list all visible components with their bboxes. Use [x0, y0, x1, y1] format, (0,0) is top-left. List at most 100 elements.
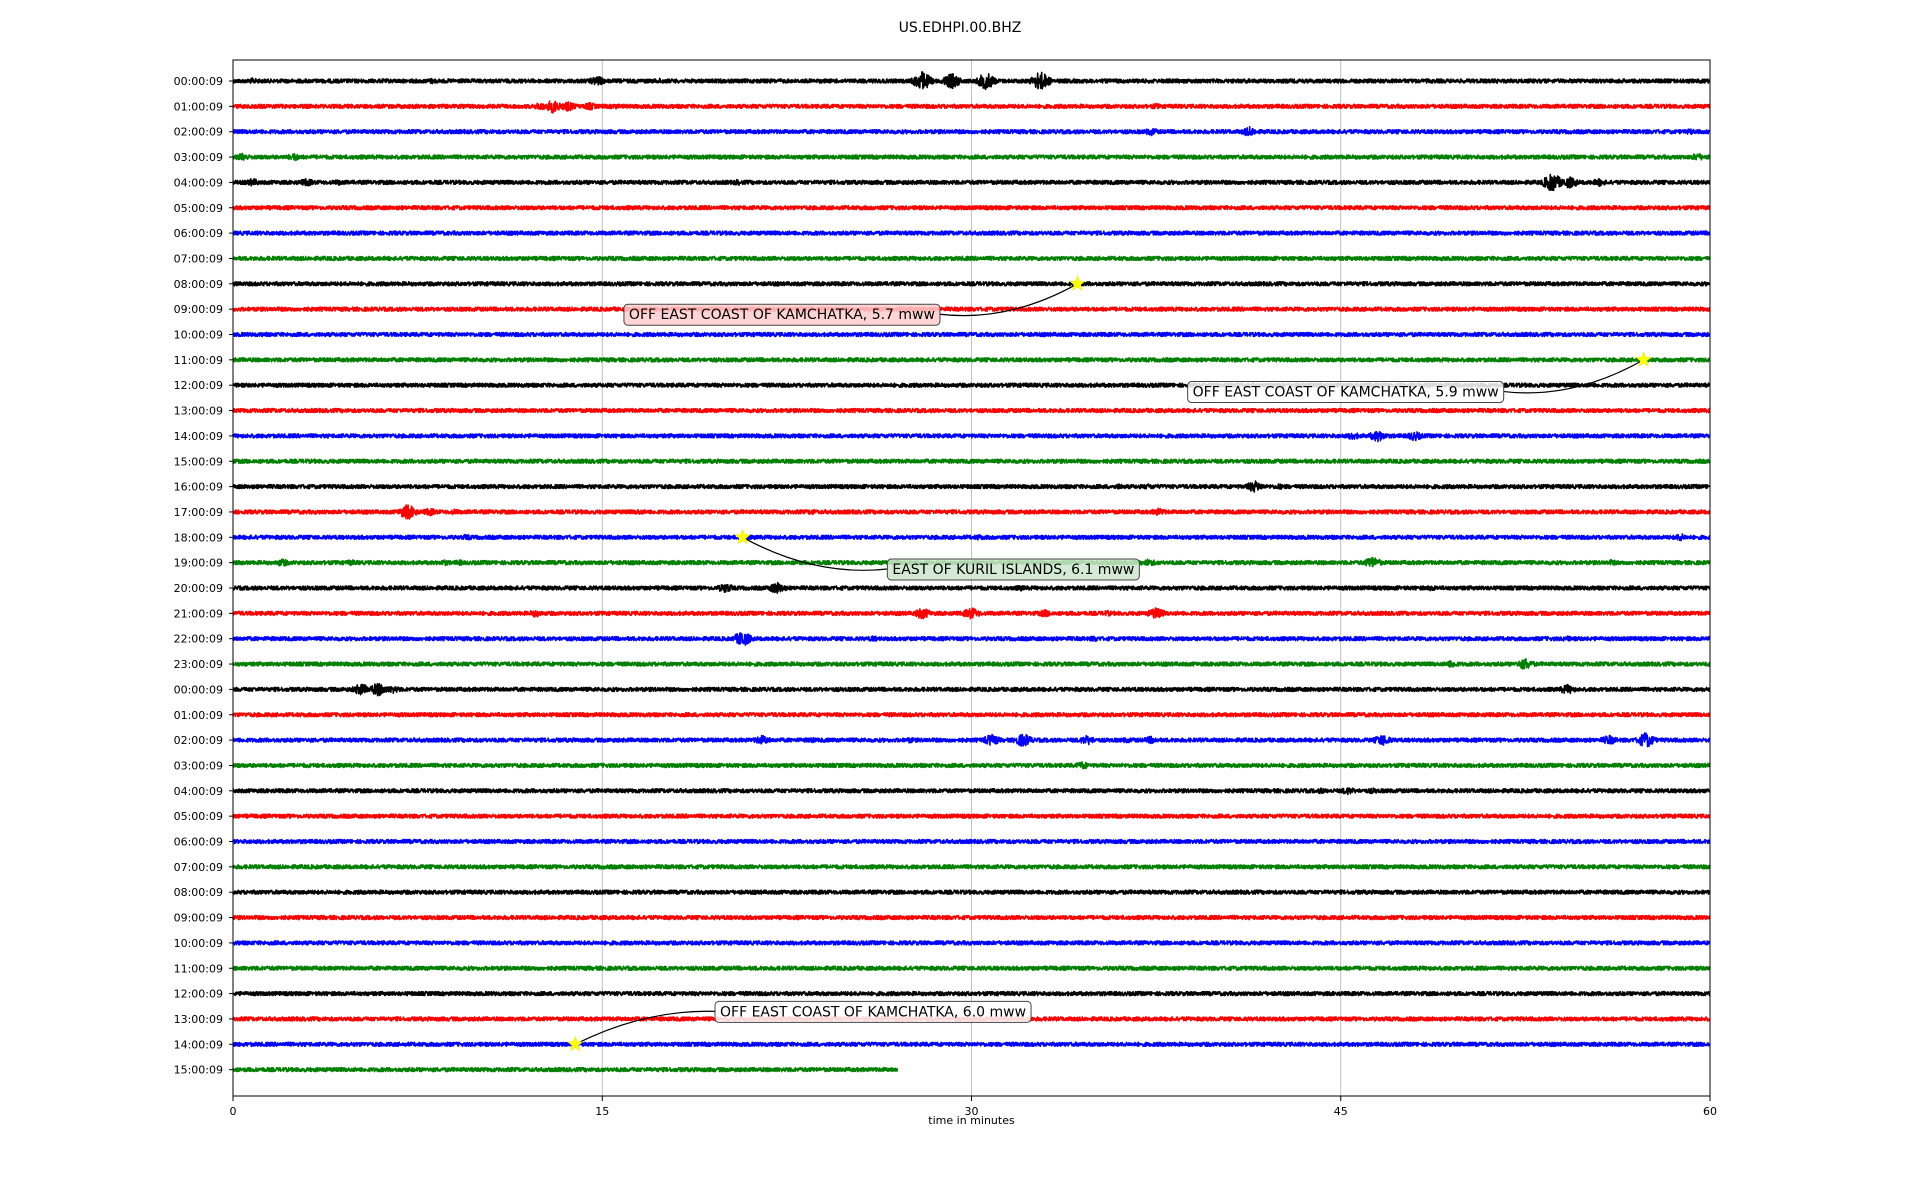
y-tick-label: 06:00:09 — [174, 227, 223, 240]
y-tick-label: 01:00:09 — [174, 709, 223, 722]
y-tick-label: 17:00:09 — [174, 506, 223, 519]
y-tick-label: 22:00:09 — [174, 633, 223, 646]
x-tick-label: 15 — [595, 1105, 609, 1118]
y-tick-label: 03:00:09 — [174, 759, 223, 772]
y-tick-label: 14:00:09 — [174, 430, 223, 443]
chart-title: US.EDHPI.00.BHZ — [898, 20, 1022, 36]
y-tick-label: 01:00:09 — [174, 100, 223, 113]
y-tick-label: 20:00:09 — [174, 582, 223, 595]
trace-row-28 — [232, 787, 1711, 796]
trace-row-13 — [232, 407, 1711, 414]
y-tick-label: 03:00:09 — [174, 151, 223, 164]
x-axis-label: time in minutes — [928, 1114, 1015, 1127]
event-star-icon — [1635, 351, 1652, 367]
y-tick-label: 12:00:09 — [174, 379, 223, 392]
y-tick-label: 08:00:09 — [174, 278, 223, 291]
x-tick-label: 60 — [1703, 1105, 1717, 1118]
x-tick-label: 45 — [1334, 1105, 1348, 1118]
y-tick-label: 04:00:09 — [174, 785, 223, 798]
y-tick-label: 06:00:09 — [174, 836, 223, 849]
event-label-1: OFF EAST COAST OF KAMCHATKA, 5.9 mww — [1193, 385, 1499, 401]
trace-row-38 — [232, 1041, 1711, 1048]
trace-row-22 — [232, 632, 1711, 647]
trace-row-10 — [232, 331, 1711, 338]
trace-row-32 — [232, 889, 1711, 896]
event-connector-0 — [939, 283, 1078, 317]
trace-row-39 — [232, 1066, 899, 1073]
trace-row-6 — [232, 230, 1711, 236]
trace-row-9 — [232, 306, 1711, 312]
x-tick-label: 0 — [230, 1105, 237, 1118]
trace-row-29 — [232, 813, 1711, 819]
trace-row-1 — [232, 100, 1711, 114]
trace-row-17 — [232, 504, 1711, 520]
event-connector-2 — [742, 536, 888, 571]
trace-row-21 — [232, 607, 1711, 620]
y-tick-label: 08:00:09 — [174, 886, 223, 899]
y-tick-label: 05:00:09 — [174, 202, 223, 215]
y-tick-label: 18:00:09 — [174, 531, 223, 544]
y-tick-label: 07:00:09 — [174, 861, 223, 874]
trace-row-25 — [232, 711, 1711, 718]
y-tick-label: 23:00:09 — [174, 658, 223, 671]
trace-row-24 — [232, 682, 1711, 697]
trace-row-23 — [232, 658, 1711, 670]
trace-row-16 — [232, 480, 1711, 493]
trace-row-11 — [232, 357, 1711, 363]
event-label-box-0 — [623, 303, 941, 326]
y-tick-label: 09:00:09 — [174, 303, 223, 316]
y-tick-label: 12:00:09 — [174, 988, 223, 1001]
event-label-2: EAST OF KURIL ISLANDS, 6.1 mww — [892, 562, 1134, 578]
event-star-icon — [566, 1035, 584, 1052]
trace-row-3 — [232, 152, 1711, 162]
event-label-3: OFF EAST COAST OF KAMCHATKA, 6.0 mww — [720, 1004, 1026, 1020]
trace-row-30 — [232, 838, 1711, 845]
trace-row-33 — [232, 914, 1711, 921]
trace-row-14 — [232, 430, 1711, 443]
trace-row-36 — [232, 990, 1711, 997]
trace-row-31 — [232, 864, 1711, 870]
y-tick-label: 13:00:09 — [174, 405, 223, 418]
y-tick-label: 11:00:09 — [174, 962, 223, 975]
trace-row-34 — [232, 940, 1711, 946]
y-tick-label: 02:00:09 — [174, 126, 223, 139]
event-label-box-3 — [714, 1000, 1032, 1023]
event-label-box-2 — [886, 558, 1140, 581]
trace-row-7 — [232, 255, 1711, 262]
y-tick-label: 15:00:09 — [174, 455, 223, 468]
trace-row-8 — [232, 280, 1711, 287]
event-star-icon — [734, 528, 751, 545]
y-tick-label: 10:00:09 — [174, 329, 223, 342]
y-tick-label: 13:00:09 — [174, 1013, 223, 1026]
event-connector-3 — [574, 1010, 716, 1045]
y-tick-label: 21:00:09 — [174, 607, 223, 620]
y-tick-label: 00:00:09 — [174, 683, 223, 696]
y-tick-label: 05:00:09 — [174, 810, 223, 823]
trace-row-20 — [232, 581, 1711, 594]
trace-row-15 — [232, 458, 1711, 465]
y-tick-label: 07:00:09 — [174, 252, 223, 265]
trace-row-27 — [232, 761, 1711, 770]
event-star-icon — [1069, 275, 1086, 291]
y-tick-label: 02:00:09 — [174, 734, 223, 747]
trace-row-0 — [232, 71, 1711, 91]
trace-row-18 — [232, 533, 1711, 542]
event-label-0: OFF EAST COAST OF KAMCHATKA, 5.7 mww — [629, 307, 935, 323]
y-tick-label: 00:00:09 — [174, 75, 223, 88]
y-tick-label: 19:00:09 — [174, 557, 223, 570]
trace-row-4 — [232, 173, 1711, 192]
y-tick-label: 11:00:09 — [174, 354, 223, 367]
trace-row-26 — [232, 732, 1711, 748]
y-tick-label: 15:00:09 — [174, 1064, 223, 1077]
y-tick-label: 16:00:09 — [174, 481, 223, 494]
x-tick-label: 30 — [965, 1105, 979, 1118]
event-label-box-1 — [1187, 381, 1505, 404]
trace-row-2 — [232, 125, 1711, 137]
y-tick-label: 04:00:09 — [174, 176, 223, 189]
trace-row-35 — [232, 965, 1711, 972]
y-tick-label: 10:00:09 — [174, 937, 223, 950]
y-tick-label: 14:00:09 — [174, 1038, 223, 1051]
y-tick-label: 09:00:09 — [174, 912, 223, 925]
event-connector-1 — [1503, 359, 1644, 394]
